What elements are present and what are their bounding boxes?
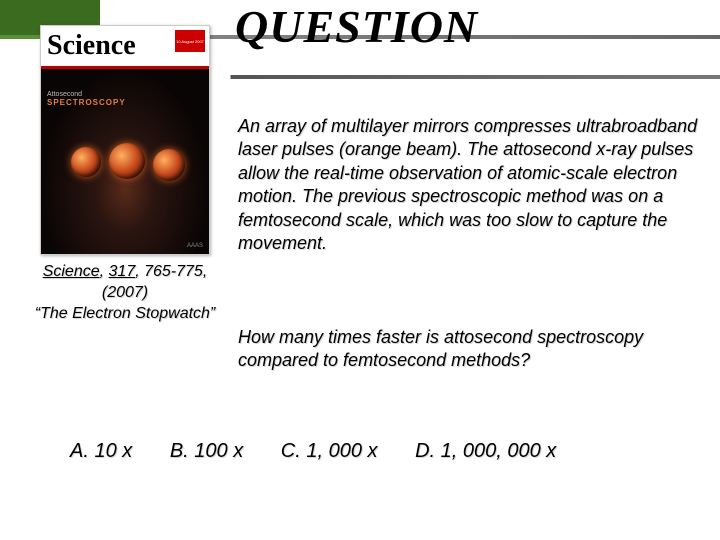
cover-photo: Attosecond SPECTROSCOPY AAAS <box>41 69 209 254</box>
answer-a: A. 10 x <box>70 440 132 462</box>
answer-d: D. 1, 000, 000 x <box>415 440 556 462</box>
cover-masthead: Science 10 August 2007 <box>41 26 209 66</box>
answer-row: A. 10 x B. 100 x C. 1, 000 x D. 1, 000, … <box>70 440 690 463</box>
answer-b: B. 100 x <box>170 440 243 462</box>
body-paragraph: An array of multilayer mirrors compresse… <box>238 115 698 255</box>
cover-feature-line1: Attosecond <box>47 91 126 98</box>
question-paragraph: How many times faster is attosecond spec… <box>238 326 698 373</box>
cover-feature-text: Attosecond SPECTROSCOPY <box>47 91 126 107</box>
citation-journal: Science <box>43 263 100 280</box>
journal-cover-image: Science 10 August 2007 Attosecond SPECTR… <box>40 25 210 255</box>
citation-pages: 765-775 <box>144 263 203 280</box>
answer-c: C. 1, 000 x <box>281 440 378 462</box>
cover-date-badge: 10 August 2007 <box>175 30 205 52</box>
citation-article-title: “The Electron Stopwatch” <box>35 305 216 322</box>
cover-publisher: AAAS <box>187 243 203 249</box>
cover-orb <box>71 147 101 177</box>
citation-volume: 317 <box>109 263 136 280</box>
slide-title: QUESTION <box>235 0 478 53</box>
cover-feature-line2: SPECTROSCOPY <box>47 98 126 107</box>
cover-orb <box>109 143 145 179</box>
citation-year: (2007) <box>102 284 148 301</box>
citation-block: Science, 317, 765-775, (2007) “The Elect… <box>20 262 230 324</box>
cover-logo: Science <box>47 30 136 62</box>
cover-orb <box>153 149 185 181</box>
